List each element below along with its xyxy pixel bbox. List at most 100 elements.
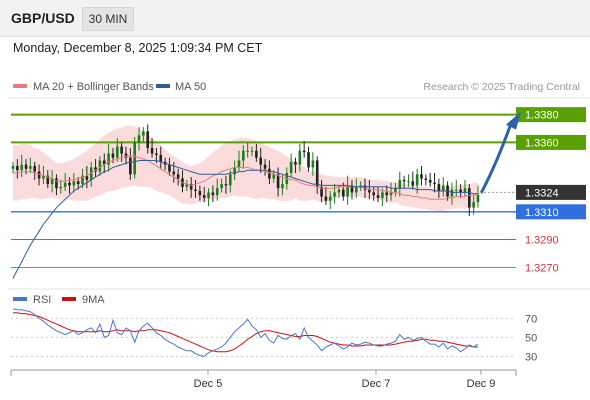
candle-body (381, 192, 384, 198)
level-label-1.3270: 1.3270 (525, 262, 559, 274)
candle-body (242, 150, 245, 161)
candle-body (94, 167, 97, 172)
level-label-1.3290: 1.3290 (525, 235, 559, 247)
ma20-line (13, 155, 479, 200)
candle-body (437, 184, 441, 191)
level-box-1.3310 (516, 204, 586, 220)
current-price-tag: 1.3324 (480, 184, 586, 200)
forecast-arrow-head (506, 111, 521, 130)
candle-body (137, 135, 141, 143)
candle-body (311, 160, 315, 168)
rsi-panel: RSI 9MA 70 50 30 (8, 288, 590, 363)
candle-body (355, 186, 358, 193)
candle-body (250, 150, 254, 152)
candle-body (328, 196, 332, 201)
candle-body (85, 175, 89, 180)
candle-body (302, 150, 306, 153)
candle-body (115, 146, 119, 158)
candle-body (441, 185, 445, 191)
forecast-arrow (479, 111, 521, 194)
candle-body (59, 186, 63, 189)
candle-body (102, 160, 106, 165)
rsi-line (12, 308, 479, 358)
candle-body (346, 185, 349, 197)
candle-body (476, 195, 480, 203)
candle-body (385, 192, 389, 196)
candle-body (176, 174, 180, 179)
forecast-arrow-shaft (479, 120, 514, 194)
rsi-tick-70: 70 (525, 313, 537, 325)
candle-body (289, 161, 293, 173)
legend-rsi-label: RSI (33, 294, 51, 306)
candle-body (233, 167, 236, 175)
ma50-line (12, 160, 478, 279)
candle-body (120, 146, 123, 154)
candle-body (37, 171, 41, 179)
candle-body (194, 189, 197, 191)
candle-body (255, 150, 258, 158)
candle-body (168, 164, 171, 172)
candle-body (268, 168, 271, 179)
candle-body (359, 185, 362, 187)
candle-body (11, 166, 15, 169)
candle-body (259, 157, 263, 165)
candle-body (324, 196, 328, 201)
candle-body (389, 192, 393, 196)
candle-body (433, 182, 436, 185)
candle-body (185, 184, 189, 187)
candle-body (20, 164, 23, 171)
x-ticks: Dec 5 Dec 7 Dec 9 (194, 370, 496, 390)
candle-body (298, 150, 302, 165)
candle-body (228, 174, 232, 186)
candle-body (146, 131, 150, 148)
candle-body (129, 157, 132, 175)
candle-body (281, 184, 284, 189)
candle-body (428, 179, 432, 183)
moving-averages (12, 155, 479, 279)
candle-body (68, 182, 71, 186)
level-box-1.3360 (516, 134, 586, 150)
candle-body (55, 178, 58, 189)
candle-body (107, 153, 110, 165)
candle-body (33, 166, 37, 172)
candle-body (220, 184, 223, 189)
legend-9ma-label: 9MA (82, 294, 105, 306)
currency-pair: GBP/USD (11, 10, 75, 26)
candle-body (424, 178, 428, 180)
candle-body (463, 188, 467, 193)
legend-swatch-9ma (62, 297, 76, 301)
candle-body (50, 178, 54, 185)
candle-body (224, 184, 228, 186)
candle-body (16, 166, 19, 171)
candle-body (350, 185, 354, 193)
rsi-tick-50: 50 (525, 332, 537, 344)
candle-body (24, 164, 28, 169)
legend-swatch-ma20 (13, 84, 27, 88)
candle-body (402, 179, 406, 182)
x-tick-label: Dec 9 (467, 378, 496, 390)
level-label-1.3380: 1.3380 (525, 110, 559, 122)
candle-body (398, 179, 402, 189)
level-box-1.3380 (516, 107, 586, 123)
candle-body (202, 195, 206, 198)
candle-body (320, 186, 323, 197)
candle-body (159, 154, 163, 162)
current-price-label: 1.3324 (525, 187, 559, 199)
candle-body (111, 153, 115, 158)
legend-swatch-rsi (13, 297, 27, 301)
candle-body (124, 153, 128, 158)
candle-body (172, 171, 176, 175)
candle-body (72, 181, 76, 186)
level-label-1.3310: 1.3310 (525, 207, 559, 219)
candle-body (150, 147, 154, 154)
candle-body (363, 185, 367, 190)
candle-body (450, 189, 454, 197)
candle-body (237, 160, 241, 168)
candle-body (472, 202, 475, 208)
rsi-tick-30: 30 (525, 351, 537, 363)
timeframe-button[interactable]: 30 MIN (82, 7, 134, 31)
candle-body (142, 131, 145, 136)
x-tick-label: Dec 5 (194, 378, 223, 390)
candle-body (411, 181, 415, 186)
